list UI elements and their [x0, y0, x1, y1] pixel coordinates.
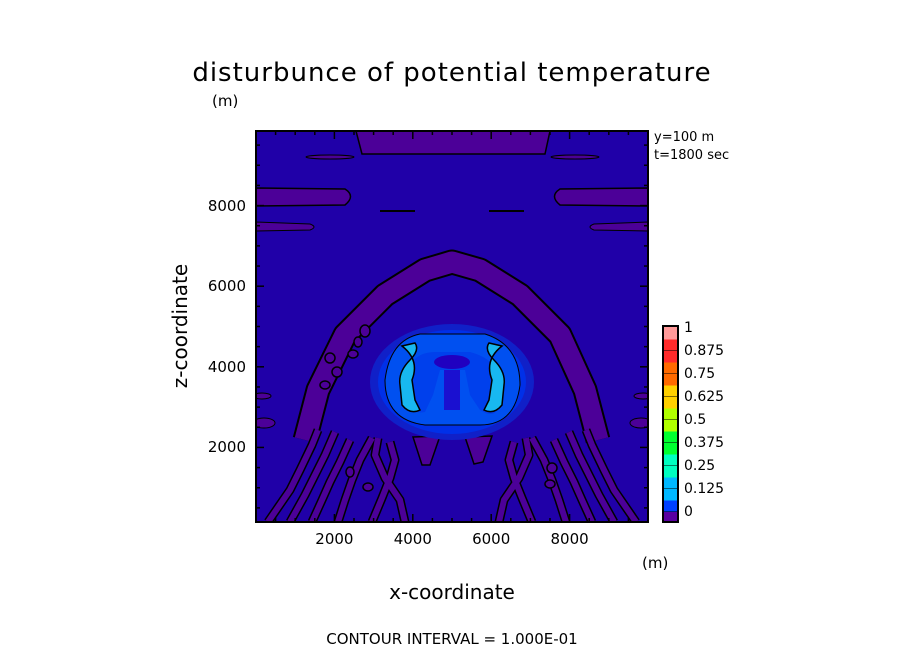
negative-band-right	[553, 187, 648, 207]
axis-ticks	[256, 131, 648, 522]
colorbar-segment	[663, 328, 678, 335]
negative-cells	[319, 324, 558, 492]
colorbar-segment	[663, 351, 678, 358]
colorbar-segment	[663, 368, 678, 375]
chart-title: disturbunce of potential temperature	[192, 58, 712, 88]
annotation-y: y=100 m	[654, 130, 715, 145]
colorbar-segment	[663, 408, 678, 415]
negative-arch	[294, 251, 609, 443]
colorbar-segment	[663, 420, 678, 427]
thermal-hook-left	[398, 342, 422, 413]
x-tick-label: 8000	[550, 530, 589, 548]
colorbar-segment	[663, 460, 678, 467]
colorbar-segment	[663, 448, 678, 455]
negative-cell	[633, 392, 648, 400]
colorbar-segment	[663, 431, 678, 438]
negative-band-top	[355, 131, 551, 155]
negative-cell	[629, 417, 648, 429]
negative-cell	[256, 417, 276, 429]
colorbar-segment	[663, 379, 678, 386]
negative-band	[256, 221, 315, 232]
colorbar-segment	[663, 391, 678, 398]
colorbar-segment	[663, 454, 678, 461]
colorbar-label: 0.5	[684, 412, 707, 428]
colorbar-segment	[663, 506, 678, 513]
colorbar-segment	[663, 326, 678, 329]
colorbar-label: 0.25	[684, 458, 716, 474]
annotation-time: t=1800 sec	[654, 148, 730, 163]
colorbar-segment	[663, 362, 678, 369]
x-tick-label: 4000	[393, 530, 432, 548]
y-tick-label: 6000	[207, 277, 246, 296]
negative-band	[589, 221, 648, 232]
colorbar-segment	[663, 437, 678, 444]
x-tick-label: 6000	[472, 530, 511, 548]
colorbar-segment	[663, 471, 678, 478]
colorbar-segment	[663, 339, 678, 346]
negative-triangle-right	[463, 435, 494, 465]
negative-band-left	[256, 187, 352, 207]
colorbar	[663, 326, 678, 522]
colorbar-segment	[663, 489, 678, 496]
colorbar-label: 0.125	[684, 481, 725, 497]
x-tick-label: 2000	[315, 530, 354, 548]
y-tick-label: 4000	[207, 357, 246, 376]
colorbar-segment	[663, 483, 678, 490]
colorbar-label: 0.625	[684, 389, 725, 405]
colorbar-segment	[663, 402, 678, 409]
x-axis-label: x-coordinate	[389, 580, 515, 604]
colorbar-segment	[663, 345, 678, 352]
colorbar-segment	[663, 333, 678, 340]
colorbar-segment	[663, 477, 678, 484]
fan-left	[264, 428, 410, 522]
colorbar-segment	[663, 374, 678, 381]
colorbar-segment	[663, 385, 678, 392]
contour-interval-label: CONTOUR INTERVAL = 1.000E-01	[326, 630, 578, 648]
thermal-hook-right	[482, 342, 506, 413]
colorbar-segment	[663, 500, 678, 507]
colorbar-label: 0.875	[684, 343, 725, 359]
y-tick-label: 8000	[207, 196, 246, 215]
colorbar-segment	[663, 494, 678, 501]
negative-cell	[256, 392, 272, 400]
colorbar-segment	[663, 414, 678, 421]
colorbar-negative-segment	[663, 512, 678, 522]
y-tick-label: 2000	[207, 438, 246, 457]
negative-band	[550, 154, 600, 160]
thermal-stem	[444, 370, 460, 410]
contour-field	[256, 131, 648, 522]
colorbar-segment	[663, 466, 678, 473]
negative-band	[305, 154, 355, 160]
colorbar-label: 0.75	[684, 366, 716, 382]
colorbar-frame	[662, 325, 679, 523]
colorbar-segment	[663, 443, 678, 450]
colorbar-segment	[663, 397, 678, 404]
colorbar-label: 0	[684, 504, 693, 520]
colorbar-label: 0.375	[684, 435, 725, 451]
colorbar-segment	[663, 356, 678, 363]
colorbar-label: 1	[684, 320, 693, 336]
colorbar-segment	[663, 425, 678, 432]
thermal-core-cool	[408, 352, 500, 414]
z-unit-label: (m)	[212, 92, 239, 110]
x-unit-label: (m)	[642, 554, 669, 572]
thermal-center	[434, 355, 470, 369]
